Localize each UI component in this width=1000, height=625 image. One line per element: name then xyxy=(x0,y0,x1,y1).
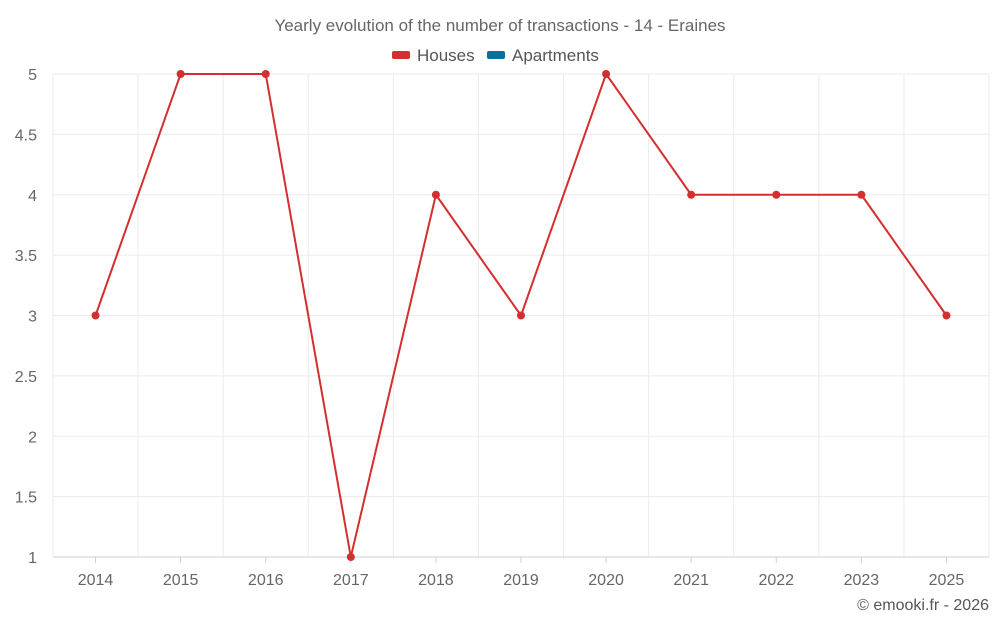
data-point[interactable] xyxy=(687,190,696,199)
x-tick-label: 2017 xyxy=(333,572,369,589)
y-tick-label: 5 xyxy=(28,67,37,84)
x-tick-label: 2025 xyxy=(929,572,965,589)
y-tick-label: 4 xyxy=(28,188,37,205)
y-tick-label: 1 xyxy=(28,550,37,567)
x-tick-label: 2014 xyxy=(78,572,114,589)
y-tick-label: 3.5 xyxy=(15,248,37,265)
chart-title: Yearly evolution of the number of transa… xyxy=(274,16,725,35)
legend-swatch-houses xyxy=(392,51,410,59)
x-tick-label: 2020 xyxy=(588,572,624,589)
data-point[interactable] xyxy=(602,70,611,78)
x-tick-label: 2022 xyxy=(758,572,794,589)
y-tick-label: 2 xyxy=(28,429,37,446)
legend-label-apartments: Apartments xyxy=(512,46,599,65)
data-point[interactable] xyxy=(431,190,440,199)
x-tick-label: 2015 xyxy=(163,572,199,589)
data-point[interactable] xyxy=(176,70,185,78)
data-point[interactable] xyxy=(857,190,866,199)
x-axis-ticks: 2014 2015 2016 2017 2018 2019 2020 2021 2022 2023… xyxy=(78,557,965,589)
data-point[interactable] xyxy=(91,311,100,320)
legend-swatch-apartments xyxy=(487,51,505,59)
data-point[interactable] xyxy=(346,553,355,561)
x-tick-label: 2021 xyxy=(673,572,709,589)
x-tick-label: 2018 xyxy=(418,572,454,589)
credit-text: © emooki.fr - 2026 xyxy=(857,597,989,614)
y-tick-label: 2.5 xyxy=(15,369,37,386)
legend-item-houses[interactable]: Houses xyxy=(392,46,475,65)
x-tick-label: 2019 xyxy=(503,572,539,589)
y-tick-label: 4.5 xyxy=(15,127,37,144)
x-tick-label: 2016 xyxy=(248,572,284,589)
data-point[interactable] xyxy=(942,311,951,320)
legend-label-houses: Houses xyxy=(417,46,475,65)
data-point[interactable] xyxy=(261,70,270,78)
series-houses xyxy=(91,70,951,561)
y-axis-ticks: 1 1.5 2 2.5 3 3.5 4 4.5 5 xyxy=(15,67,37,567)
data-point[interactable] xyxy=(517,311,525,320)
x-tick-label: 2023 xyxy=(844,572,880,589)
data-point[interactable] xyxy=(772,190,781,199)
y-tick-label: 1.5 xyxy=(15,490,37,507)
y-tick-label: 3 xyxy=(28,309,37,326)
legend-item-apartments[interactable]: Apartments xyxy=(487,46,599,65)
legend: Houses Apartments xyxy=(392,46,599,65)
